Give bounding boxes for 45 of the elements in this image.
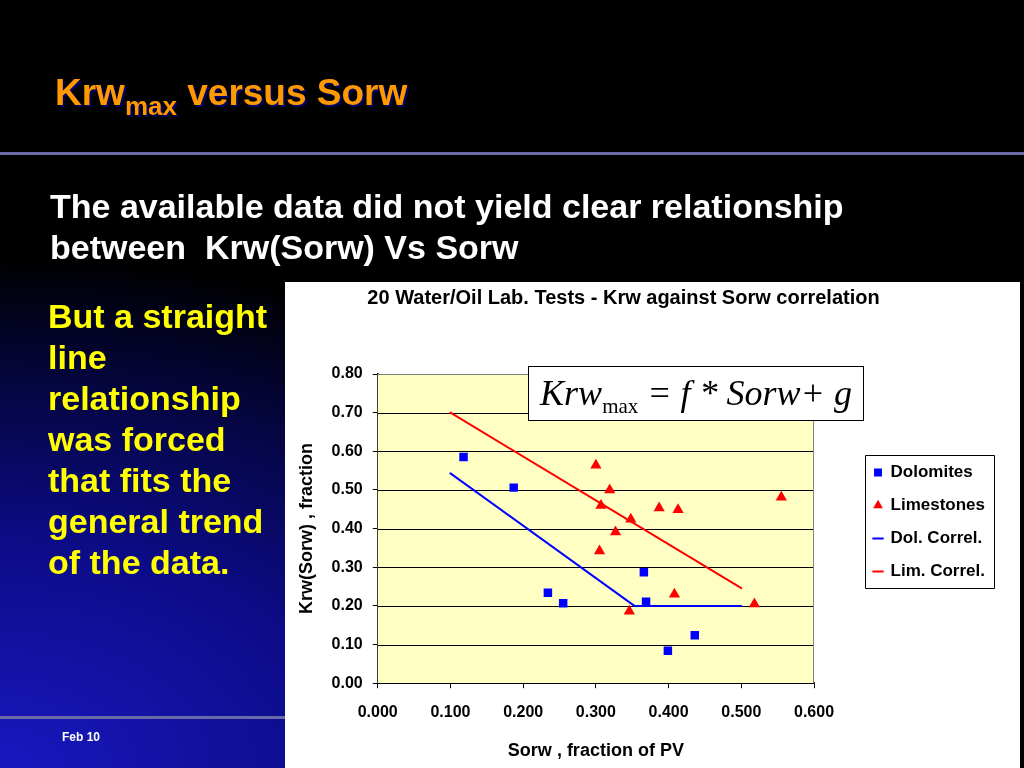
point (653, 501, 665, 512)
y-tick-label: 0.30 (331, 557, 363, 575)
point (593, 544, 606, 555)
y-tick-label: 0.00 (331, 673, 363, 691)
point (672, 503, 684, 513)
y-tick-label: 0.70 (331, 403, 363, 421)
point (609, 525, 622, 536)
point (775, 490, 787, 501)
legend-label: Limestones (890, 495, 986, 515)
y-tick-label: 0.60 (331, 441, 363, 459)
text: But a straight line relationship was forced that fits the general trend of the data. (48, 296, 269, 583)
x-tick-label: 0.500 (721, 703, 762, 721)
y-tick-label: 0.20 (331, 596, 363, 614)
point (459, 452, 468, 462)
legend-label: Dolomites (890, 462, 973, 482)
y-axis-title: Krw(Sorw) , fraction (295, 443, 316, 615)
point (623, 604, 635, 615)
legend-label: Dol. Correl. (890, 528, 983, 548)
x-tick-label: 0.200 (503, 703, 544, 721)
point (663, 646, 673, 655)
x-tick-label: 0.600 (794, 703, 835, 721)
y-tick-label: 0.40 (331, 519, 363, 537)
text: Feb 10 (62, 730, 101, 744)
x-tick-label: 0.400 (648, 703, 689, 721)
y-tick-label: 0.80 (331, 364, 363, 382)
point (604, 483, 616, 494)
point (639, 568, 649, 577)
point (641, 597, 651, 606)
point (625, 512, 637, 523)
point (748, 597, 761, 608)
chart-subtitle: The available data did not yield clear relationship between Krw(Sorw) Vs Sorw (50, 186, 845, 268)
point (690, 631, 700, 640)
annotation: Krw$_{max}$ = f * Sorw+ g (528, 366, 864, 421)
x-tick-label: 0.000 (357, 703, 398, 721)
point (595, 498, 607, 509)
chart-title: Krw$_{max}$ versus Sorw (55, 72, 408, 122)
point (509, 483, 518, 492)
legend-label: Lim. Correl. (890, 561, 985, 581)
x-axis-title: Sorw , fraction of PV (507, 740, 684, 761)
text: 20 Water/Oil Lab. Tests - Krw against Sorw correlation (367, 285, 880, 308)
x-tick-label: 0.100 (430, 703, 471, 721)
y-tick-label: 0.50 (331, 480, 363, 498)
point (668, 587, 681, 598)
y-tick-label: 0.10 (331, 634, 363, 652)
x-tick-label: 0.300 (575, 703, 616, 721)
